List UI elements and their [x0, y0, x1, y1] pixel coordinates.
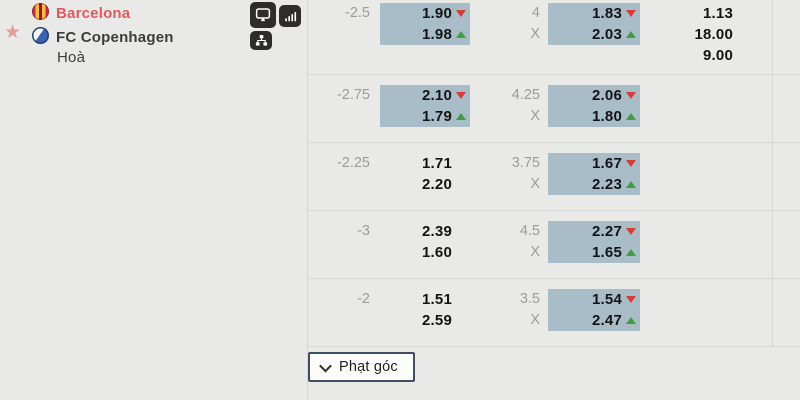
trend-arrow: [452, 3, 467, 24]
trend-arrow: [622, 242, 637, 263]
odds-value[interactable]: 1.65: [592, 244, 622, 261]
odds-value[interactable]: 1.54: [592, 291, 622, 308]
trend-arrow: [622, 85, 637, 106]
trend-arrow: [622, 153, 637, 174]
trend-arrow: [622, 289, 637, 310]
trend-arrow: [452, 174, 467, 195]
trend-arrow: [622, 24, 637, 45]
total-line-label: 3.5: [519, 291, 540, 307]
total-line-column: 4 X: [470, 3, 540, 74]
total-line-label: 4: [531, 5, 540, 21]
odds-table-row: -3 2.39 1.60 4.5 X 2.27 1.65: [308, 211, 800, 279]
trend-arrow: [452, 289, 467, 310]
odds-value[interactable]: 2.20: [422, 176, 452, 193]
home-team-name: Barcelona: [56, 5, 131, 22]
trend-arrow: [452, 221, 467, 242]
live-tv-icon[interactable]: [250, 2, 276, 28]
away-team-name: FC Copenhagen: [56, 29, 174, 46]
total-line-label: 4.25: [511, 87, 540, 103]
handicap-line-label: -2: [357, 291, 370, 307]
odds-value[interactable]: 1.83: [592, 5, 622, 22]
trend-arrow: [622, 174, 637, 195]
odds-value[interactable]: 2.59: [422, 312, 452, 329]
odds-value[interactable]: 2.47: [592, 312, 622, 329]
handicap-odds-cell[interactable]: 1.51 2.59: [380, 289, 470, 331]
odds-table-row: -2.75 2.10 1.79 4.25 X 2.06 1.80: [308, 75, 800, 143]
match-odds-column: 1.13 18.00 9.00: [640, 3, 733, 74]
favorite-star-icon[interactable]: ★: [4, 22, 22, 43]
total-odds-cell[interactable]: 1.83 2.03: [548, 3, 640, 45]
odds-value[interactable]: 1.98: [422, 26, 452, 43]
total-line-label: 4.5: [519, 223, 540, 239]
odds-table: -2.5 1.90 1.98 4 X 1.83 2.03 1.13 18.00 9.…: [308, 0, 800, 347]
handicap-odds-cell[interactable]: 1.71 2.20: [380, 153, 470, 195]
trend-arrow: [622, 310, 637, 331]
odds-table-row: -2.25 1.71 2.20 3.75 X 1.67 2.23: [308, 143, 800, 211]
trend-arrow: [452, 242, 467, 263]
draw-mark-label: X: [530, 176, 540, 192]
away-team-crest-icon: [32, 27, 49, 44]
table-right-divider: [772, 0, 773, 347]
odds-value[interactable]: 2.03: [592, 26, 622, 43]
total-odds-cell[interactable]: 2.06 1.80: [548, 85, 640, 127]
total-line-column: 4.25 X: [470, 85, 540, 142]
odds-value[interactable]: 2.39: [422, 223, 452, 240]
total-odds-cell[interactable]: 2.27 1.65: [548, 221, 640, 263]
total-line-column: 3.75 X: [470, 153, 540, 210]
trend-arrow: [452, 310, 467, 331]
odds-table-row: -2 1.51 2.59 3.5 X 1.54 2.47: [308, 279, 800, 347]
trend-arrow: [452, 153, 467, 174]
handicap-odds-cell[interactable]: 1.90 1.98: [380, 3, 470, 45]
odds-value[interactable]: 2.10: [422, 87, 452, 104]
odds-value[interactable]: 1.67: [592, 155, 622, 172]
handicap-odds-cell[interactable]: 2.39 1.60: [380, 221, 470, 263]
match-odds-value[interactable]: 18.00: [694, 26, 733, 43]
handicap-line-label: -2.25: [336, 155, 370, 171]
match-odds-column: [640, 153, 733, 210]
trend-arrow: [452, 106, 467, 127]
match-odds-column: [640, 221, 733, 278]
odds-value[interactable]: 1.90: [422, 5, 452, 22]
total-line-label: 3.75: [511, 155, 540, 171]
odds-value[interactable]: 1.71: [422, 155, 452, 172]
draw-mark-label: X: [530, 244, 540, 260]
total-line-column: 3.5 X: [470, 289, 540, 346]
trend-arrow: [622, 3, 637, 24]
corner-market-button[interactable]: Phạt góc: [308, 352, 415, 382]
home-team-crest-icon: [32, 3, 49, 20]
odds-table-row: -2.5 1.90 1.98 4 X 1.83 2.03 1.13 18.00 9.…: [308, 0, 800, 75]
handicap-line-label: -2.5: [345, 5, 370, 21]
draw-mark-label: X: [530, 26, 540, 42]
odds-value[interactable]: 2.27: [592, 223, 622, 240]
odds-value[interactable]: 1.51: [422, 291, 452, 308]
total-line-column: 4.5 X: [470, 221, 540, 278]
handicap-line-label: -2.75: [336, 87, 370, 103]
match-odds-value[interactable]: 1.13: [703, 5, 733, 22]
total-odds-cell[interactable]: 1.54 2.47: [548, 289, 640, 331]
odds-value[interactable]: 2.23: [592, 176, 622, 193]
match-odds-column: [640, 85, 733, 142]
table-left-divider: [307, 0, 308, 400]
trend-arrow: [622, 221, 637, 242]
match-odds-value[interactable]: 9.00: [703, 47, 733, 64]
total-odds-cell[interactable]: 1.67 2.23: [548, 153, 640, 195]
lineup-icon[interactable]: [250, 31, 272, 50]
trend-arrow: [452, 24, 467, 45]
odds-value[interactable]: 1.60: [422, 244, 452, 261]
trend-arrow: [622, 106, 637, 127]
statistics-icon[interactable]: [279, 5, 301, 27]
odds-value[interactable]: 1.79: [422, 108, 452, 125]
odds-value[interactable]: 2.06: [592, 87, 622, 104]
handicap-line-label: -3: [357, 223, 370, 239]
market-button-label: Phạt góc: [339, 359, 398, 375]
odds-value[interactable]: 1.80: [592, 108, 622, 125]
match-odds-column: [640, 289, 733, 346]
draw-mark-label: X: [530, 108, 540, 124]
draw-mark-label: X: [530, 312, 540, 328]
draw-label: Hoà: [57, 49, 86, 66]
trend-arrow: [452, 85, 467, 106]
chevron-down-icon: [319, 359, 332, 372]
handicap-odds-cell[interactable]: 2.10 1.79: [380, 85, 470, 127]
